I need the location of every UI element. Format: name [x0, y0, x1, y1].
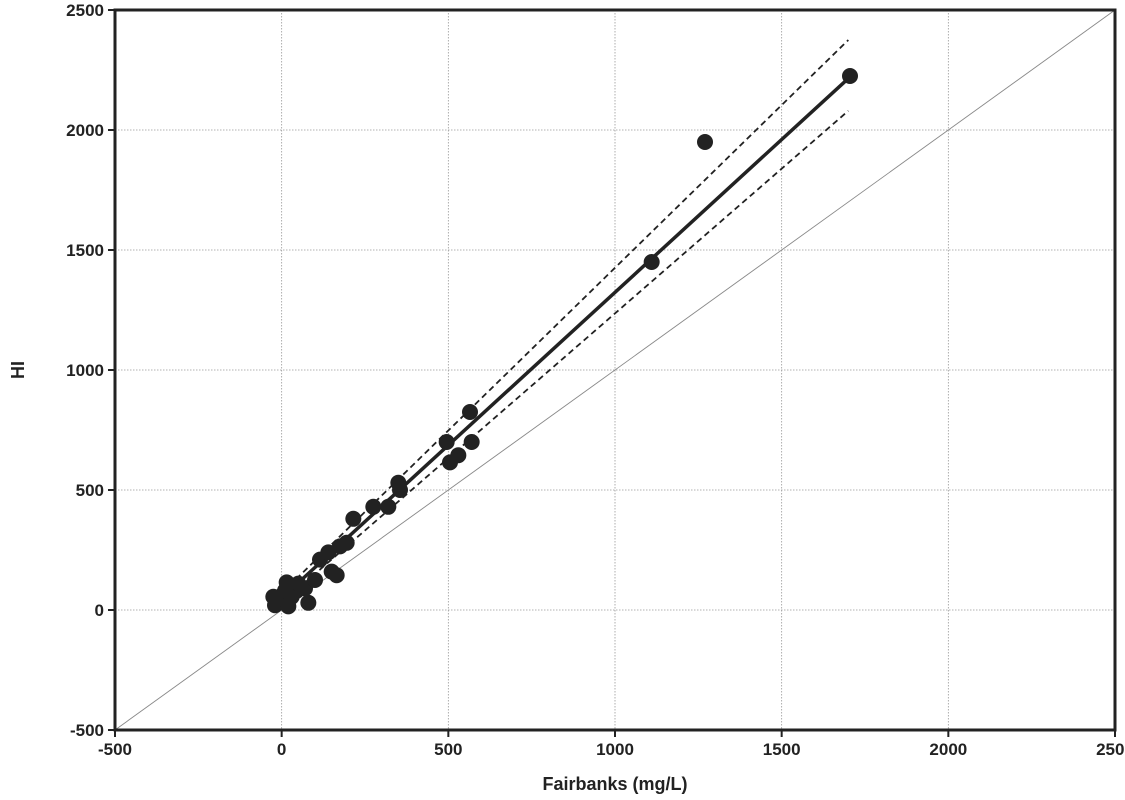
data-point — [338, 534, 355, 551]
data-point — [462, 404, 478, 420]
data-points — [265, 68, 858, 615]
y-tick-label: 1000 — [66, 361, 104, 380]
y-tick-label: 2500 — [66, 1, 104, 20]
y-axis-ticks: -500 0 500 1000 1500 2000 2500 — [66, 1, 115, 740]
y-tick-label: 500 — [76, 481, 104, 500]
y-axis-title: HI — [8, 361, 28, 379]
data-point — [643, 254, 660, 270]
y-tick-label: -500 — [70, 721, 104, 740]
regression-line — [280, 77, 850, 600]
data-point — [463, 434, 480, 450]
x-tick-label: 1000 — [596, 740, 634, 759]
x-axis-ticks: -500 0 500 1000 1500 2000 2500 — [98, 730, 1125, 759]
x-tick-label: 500 — [434, 740, 462, 759]
x-tick-label: 1500 — [763, 740, 801, 759]
data-point — [450, 447, 467, 464]
x-tick-label: 2500 — [1096, 740, 1125, 759]
data-point — [307, 572, 323, 588]
data-point — [345, 510, 362, 527]
data-point — [697, 134, 713, 150]
x-tick-label: 0 — [277, 740, 286, 759]
data-point — [365, 498, 382, 515]
y-tick-label: 0 — [95, 601, 104, 620]
x-axis-title: Fairbanks (mg/L) — [542, 774, 687, 794]
confidence-band-lower — [281, 110, 849, 604]
data-point — [392, 482, 408, 498]
y-tick-label: 2000 — [66, 121, 104, 140]
data-point — [380, 498, 397, 515]
x-tick-label: 2000 — [929, 740, 967, 759]
x-tick-label: -500 — [98, 740, 132, 759]
data-point — [328, 567, 345, 584]
data-point — [438, 434, 455, 450]
data-point — [842, 68, 858, 84]
data-point — [300, 594, 317, 611]
y-tick-label: 1500 — [66, 241, 104, 260]
